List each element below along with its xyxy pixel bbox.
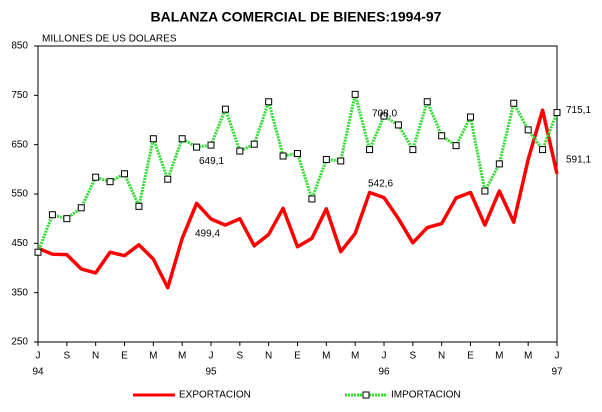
- y-axis-title: MILLONES DE US DOLARES: [42, 34, 177, 45]
- legend-label: EXPORTACION: [179, 390, 251, 401]
- x-tick-label: N: [438, 351, 445, 362]
- point-marker: [409, 146, 417, 154]
- year-label: 95: [205, 367, 217, 378]
- point-marker: [250, 140, 258, 148]
- point-marker: [495, 160, 503, 168]
- x-tick-label: S: [63, 351, 70, 362]
- y-tick-label: 550: [11, 189, 28, 200]
- x-tick-label: M: [524, 351, 532, 362]
- point-marker: [394, 121, 402, 129]
- x-tick-label: J: [555, 351, 560, 362]
- x-tick-label: M: [149, 351, 157, 362]
- x-tick-label: J: [209, 351, 214, 362]
- year-label: 97: [551, 367, 563, 378]
- point-marker: [553, 109, 561, 117]
- point-marker: [467, 113, 474, 121]
- point-marker: [221, 105, 229, 113]
- point-marker: [63, 215, 71, 223]
- chart-title: BALANZA COMERCIAL DE BIENES:1994-97: [151, 9, 442, 25]
- point-marker: [452, 142, 460, 150]
- x-tick-label: N: [265, 351, 272, 362]
- x-tick-label: E: [121, 351, 128, 362]
- year-label: 94: [32, 367, 44, 378]
- x-tick-label: J: [36, 351, 41, 362]
- y-tick-label: 350: [11, 287, 28, 298]
- x-tick-label: S: [236, 351, 243, 362]
- x-tick-label: M: [495, 351, 503, 362]
- point-marker: [351, 90, 359, 98]
- point-marker: [510, 99, 518, 107]
- value-label: 542,6: [368, 178, 393, 189]
- point-marker: [539, 146, 547, 154]
- legend-label: IMPORTACION: [391, 390, 461, 401]
- point-marker: [366, 146, 374, 154]
- year-label: 96: [378, 367, 390, 378]
- point-marker: [193, 143, 201, 151]
- series-line: [37, 108, 559, 290]
- point-marker: [308, 195, 316, 203]
- point-marker: [294, 150, 301, 158]
- point-marker: [438, 132, 446, 140]
- point-marker: [135, 202, 143, 210]
- x-tick-label: M: [322, 351, 330, 362]
- value-label: 708,0: [372, 109, 397, 120]
- point-marker: [207, 141, 215, 149]
- point-marker: [423, 98, 431, 106]
- point-marker: [77, 204, 85, 212]
- point-marker: [236, 147, 244, 155]
- x-tick-label: N: [92, 351, 99, 362]
- value-label: 499,4: [195, 229, 220, 240]
- y-tick-label: 250: [11, 337, 28, 348]
- point-marker: [178, 135, 186, 143]
- value-label: 715,1: [566, 105, 591, 116]
- point-marker: [121, 170, 128, 178]
- x-tick-label: E: [467, 351, 474, 362]
- x-tick-label: J: [382, 351, 387, 362]
- point-marker: [380, 112, 388, 120]
- point-marker: [48, 211, 56, 219]
- y-tick-label: 650: [11, 139, 28, 150]
- point-marker: [337, 157, 345, 165]
- y-tick-label: 750: [11, 90, 28, 101]
- point-marker: [265, 98, 273, 106]
- x-tick-label: M: [351, 351, 359, 362]
- point-marker: [322, 155, 330, 163]
- value-label: 649,1: [199, 156, 224, 167]
- point-marker: [106, 178, 114, 186]
- y-tick-label: 850: [11, 41, 28, 52]
- point-marker: [524, 126, 532, 134]
- x-tick-label: M: [178, 351, 186, 362]
- point-marker: [279, 152, 287, 160]
- point-marker: [92, 173, 100, 181]
- point-marker: [149, 135, 157, 143]
- x-tick-label: S: [409, 351, 416, 362]
- value-label: 591,1: [566, 154, 591, 165]
- x-tick-label: E: [294, 351, 301, 362]
- y-tick-label: 450: [11, 238, 28, 249]
- point-marker: [164, 175, 172, 183]
- point-marker: [34, 248, 42, 256]
- point-marker: [481, 187, 489, 195]
- legend-marker: [362, 391, 370, 399]
